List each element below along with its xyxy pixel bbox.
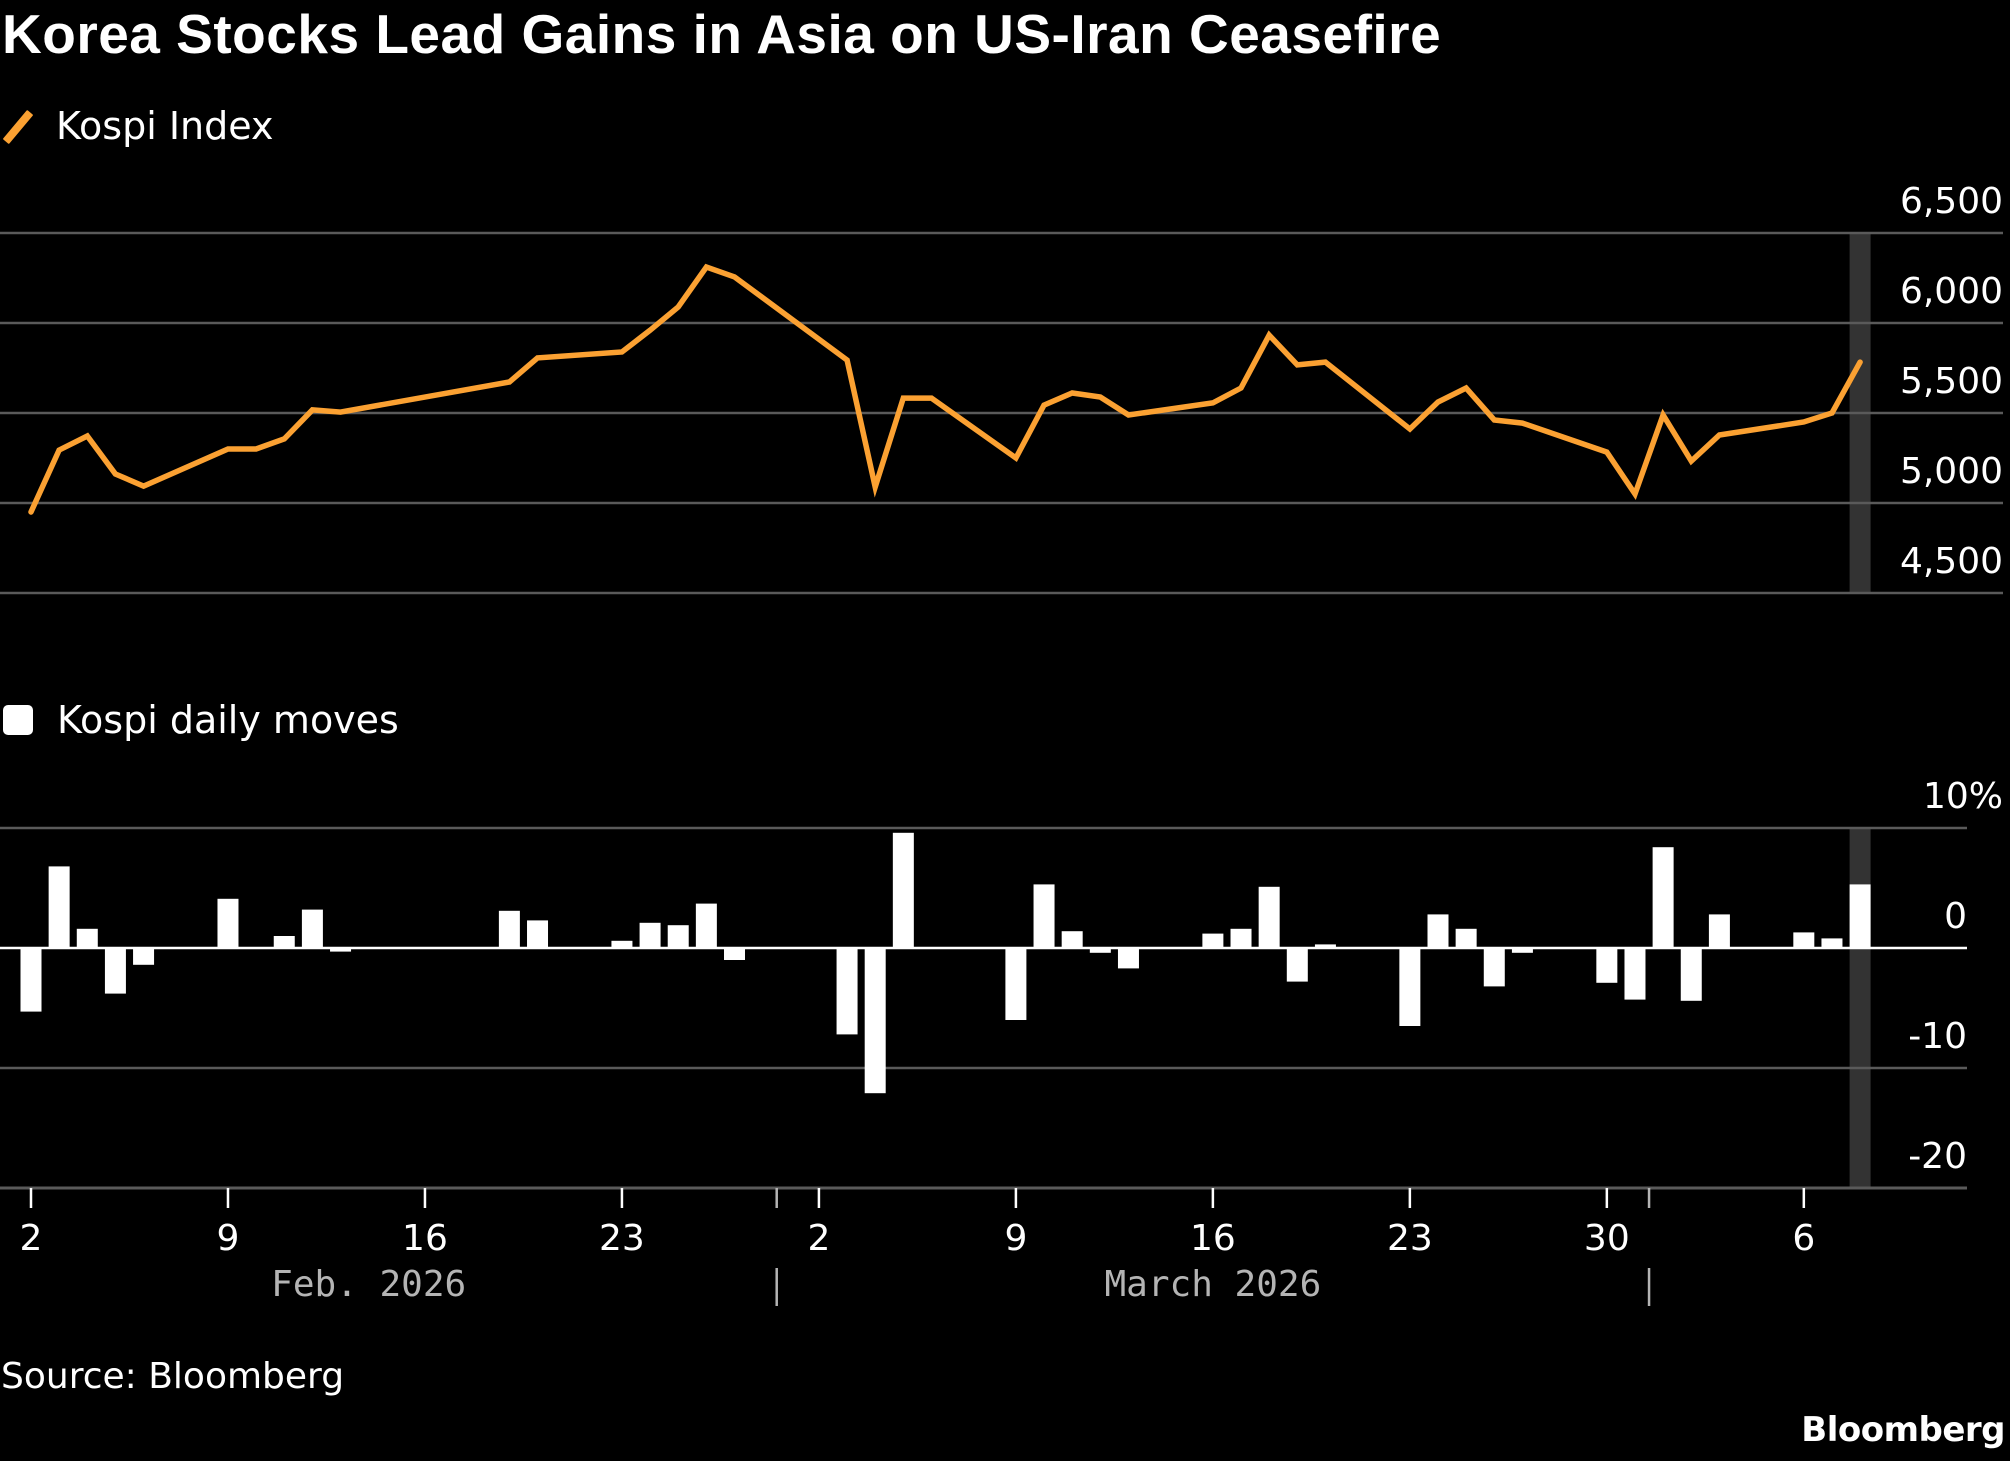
y-tick-label: 6,500 (1900, 181, 2003, 222)
bar (1258, 886, 1280, 948)
x-tick-label: 9 (1004, 1218, 1027, 1259)
bar (217, 898, 239, 948)
bar (1652, 847, 1674, 948)
y-tick-label: -20 (1908, 1136, 1967, 1177)
bar (1596, 948, 1618, 983)
bar (836, 948, 858, 1035)
y-tick-label: 5,500 (1900, 361, 2003, 402)
bar (1399, 948, 1421, 1026)
x-tick-label: 23 (599, 1218, 645, 1259)
bar (48, 866, 70, 948)
line-chart: 6,500 6,000 5,500 5,000 4,500 (0, 181, 2003, 595)
y-tick-label: 6,000 (1900, 271, 2003, 312)
month-label: Feb. 2026 (271, 1264, 466, 1305)
bar (695, 903, 717, 948)
bar (1033, 884, 1055, 948)
y-tick-label: 4,500 (1900, 541, 2003, 582)
bar (724, 948, 745, 960)
bar-chart: 10% 0 -10 -20 (0, 776, 2003, 1190)
y-tick-label: 0 (1944, 896, 1967, 937)
bar (611, 940, 633, 948)
bar (20, 948, 42, 1012)
bar (639, 922, 661, 948)
bar (330, 948, 352, 952)
legend-kospi-index: Kospi Index (0, 102, 273, 150)
bar (667, 925, 689, 948)
highlight-band (1849, 828, 1871, 1188)
month-label: March 2026 (1105, 1264, 1322, 1305)
bar (1117, 948, 1139, 969)
bar (1511, 948, 1533, 953)
bar (1849, 884, 1871, 948)
chart-title: Korea Stocks Lead Gains in Asia on US-Ir… (2, 3, 1442, 65)
bar (273, 936, 295, 948)
x-axis: 2 9 16 23 2 9 16 23 30 6 Feb. 2026 March 2026 (0, 1186, 1967, 1306)
bar (1680, 948, 1702, 1001)
bar (1427, 914, 1449, 948)
x-tick-label: 2 (20, 1218, 43, 1259)
bar (1061, 931, 1083, 948)
bloomberg-logo: Bloomberg (1801, 1410, 2005, 1450)
kospi-index-line (28, 263, 1863, 515)
bar (864, 948, 886, 1094)
bar (1455, 928, 1477, 948)
bar (1624, 948, 1646, 1000)
bar (1230, 928, 1252, 948)
bar (1286, 948, 1308, 982)
y-tick-label: 10% (1923, 776, 2003, 817)
bar (301, 909, 323, 948)
bar (527, 920, 549, 948)
y-tick-label: 5,000 (1900, 451, 2003, 492)
legend-kospi-daily-moves: Kospi daily moves (0, 696, 399, 744)
source-note: Source: Bloomberg (1, 1356, 345, 1397)
x-tick-label: 6 (1792, 1218, 1815, 1259)
bar (1089, 948, 1111, 953)
x-tick-label: 16 (402, 1218, 448, 1259)
legend-label: Kospi daily moves (57, 698, 399, 742)
x-tick-label: 30 (1584, 1218, 1630, 1259)
bar (1314, 944, 1336, 948)
bar (1708, 914, 1730, 948)
x-tick-label: 2 (807, 1218, 830, 1259)
bar (1821, 938, 1843, 948)
y-tick-label: -10 (1908, 1016, 1967, 1057)
bar-swatch-icon (3, 705, 33, 735)
legend-label: Kospi Index (56, 104, 274, 148)
bar (892, 832, 914, 948)
bar (1202, 933, 1224, 948)
bar (1793, 932, 1815, 948)
bar (76, 928, 98, 948)
bar (1005, 948, 1027, 1020)
bar (104, 948, 126, 994)
bar (1483, 948, 1505, 987)
bar (133, 948, 155, 965)
bar (498, 910, 520, 948)
x-tick-label: 9 (217, 1218, 240, 1259)
x-tick-label: 23 (1387, 1218, 1433, 1259)
x-tick-label: 16 (1190, 1218, 1236, 1259)
